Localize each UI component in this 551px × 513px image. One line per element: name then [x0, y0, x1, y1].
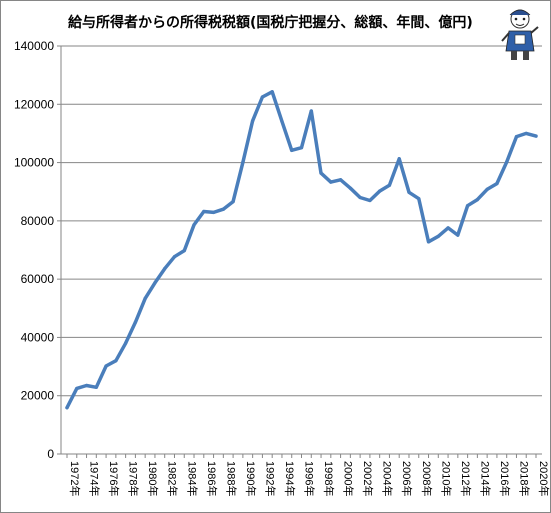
data-point: [65, 406, 69, 410]
x-tick-label: 2008年: [420, 461, 434, 496]
data-point: [280, 119, 284, 124]
data-point: [153, 281, 157, 285]
data-point: [524, 131, 528, 136]
x-tick-label: 2016年: [498, 461, 512, 496]
x-tick-label: 1988年: [224, 461, 238, 496]
x-tick-label: 2004年: [381, 461, 395, 496]
x-tick-label: 2020年: [537, 461, 550, 496]
mascot-icon: [501, 9, 539, 60]
data-point: [270, 90, 274, 94]
x-tick-label: 1990年: [244, 461, 258, 496]
data-point: [358, 195, 362, 200]
data-point: [172, 255, 177, 259]
x-tick-label: 1996年: [303, 461, 317, 496]
x-tick-label: 2010年: [439, 461, 453, 496]
data-point: [485, 187, 489, 191]
data-point: [241, 160, 245, 164]
y-tick-label: 0: [47, 447, 54, 461]
x-tick-label: 1984年: [185, 461, 199, 496]
data-point: [466, 204, 470, 208]
x-tick-label: 1998年: [322, 461, 336, 496]
data-point: [348, 186, 352, 190]
data-point: [387, 183, 392, 187]
data-point: [84, 383, 89, 388]
data-point: [104, 364, 108, 368]
y-tick-label: 140000: [14, 39, 54, 53]
data-point: [143, 296, 147, 300]
data-point: [221, 207, 225, 211]
data-point: [426, 240, 431, 244]
series-line: [65, 90, 538, 410]
x-tick-label: 2000年: [342, 461, 356, 496]
y-tick-label: 100000: [14, 156, 54, 170]
x-tick-label: 2012年: [459, 461, 473, 496]
x-tick-label: 1976年: [107, 461, 121, 496]
data-point: [260, 95, 265, 99]
data-point: [456, 233, 460, 237]
y-tick-label: 40000: [21, 330, 55, 344]
data-point: [94, 385, 98, 389]
x-tick-label: 2002年: [361, 461, 375, 496]
data-point: [407, 190, 411, 194]
x-tick-label: 2006年: [400, 461, 414, 496]
data-point: [309, 109, 313, 113]
x-tick-label: 1982年: [166, 461, 180, 496]
data-point: [211, 210, 216, 215]
x-tick-label: 1978年: [127, 461, 141, 496]
data-point: [75, 386, 79, 391]
data-point: [397, 157, 401, 161]
data-point: [368, 198, 372, 203]
data-point: [163, 267, 167, 271]
x-tick-label: 1992年: [263, 461, 277, 496]
x-tick-label: 1986年: [205, 461, 219, 496]
data-point: [202, 209, 206, 214]
data-point: [446, 226, 450, 230]
data-point: [417, 197, 421, 201]
data-point: [133, 320, 137, 324]
data-point: [475, 197, 479, 202]
y-tick-label: 60000: [21, 272, 55, 286]
data-point: [319, 171, 323, 175]
data-point: [514, 135, 519, 139]
data-point: [290, 148, 294, 152]
x-tick-label: 1972年: [68, 461, 82, 496]
data-point: [231, 200, 235, 204]
data-point: [505, 160, 509, 164]
data-point: [329, 180, 333, 184]
chart-title: 給与所得者からの所得税税額(国税庁把握分、総額、年間、億円): [68, 14, 473, 31]
x-tick-label: 2018年: [517, 461, 531, 496]
data-point: [338, 178, 343, 182]
x-tick-label: 2014年: [478, 461, 492, 496]
y-tick-label: 120000: [14, 97, 54, 111]
data-point: [299, 146, 304, 150]
data-point: [114, 359, 118, 363]
x-tick-label: 1974年: [88, 461, 102, 496]
data-point: [251, 119, 255, 123]
data-point: [534, 134, 538, 138]
x-tick-label: 1980年: [146, 461, 160, 496]
data-point: [182, 248, 186, 253]
y-tick-label: 80000: [21, 214, 55, 228]
data-point: [192, 223, 196, 227]
data-point: [378, 189, 382, 193]
data-point: [124, 341, 128, 345]
data-point: [495, 181, 499, 186]
y-tick-label: 20000: [21, 389, 55, 403]
x-tick-label: 1994年: [283, 461, 297, 496]
data-point: [436, 234, 440, 238]
